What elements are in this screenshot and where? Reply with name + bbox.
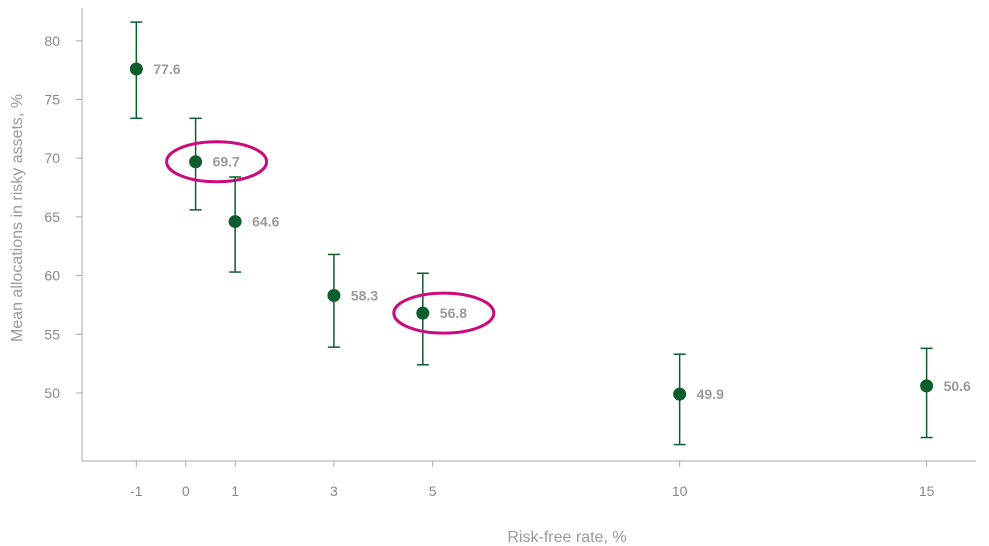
y-tick-label: 60 xyxy=(44,268,60,284)
data-point xyxy=(228,215,242,229)
y-axis: 50 55 60 65 70 75 80 xyxy=(44,8,83,461)
x-tick-label: 5 xyxy=(429,483,437,499)
x-tick-label: 1 xyxy=(231,483,239,499)
data-point xyxy=(129,62,143,76)
y-tick-group: 50 55 60 65 70 75 80 xyxy=(44,33,82,401)
highlight-ellipse xyxy=(165,140,269,184)
y-tick-label: 55 xyxy=(44,326,60,342)
y-tick-label: 70 xyxy=(44,150,60,166)
highlight-ellipse xyxy=(392,291,496,335)
y-tick-label: 50 xyxy=(44,385,60,401)
x-axis-title: Risk-free rate, % xyxy=(507,529,626,546)
y-tick-label: 65 xyxy=(44,209,60,225)
data-label: 69.7 xyxy=(213,154,240,170)
data-points: 77.6 69.7 64.6 58.3 56.8 49.9 50.6 xyxy=(129,21,971,446)
data-label: 50.6 xyxy=(944,378,971,394)
data-label: 49.9 xyxy=(697,386,724,402)
data-point xyxy=(673,387,687,401)
x-tick-label: 10 xyxy=(672,483,688,499)
y-axis-title: Mean allocations in risky assets, % xyxy=(9,94,26,342)
data-label: 64.6 xyxy=(252,214,279,230)
x-tick-group: -1 0 1 3 5 10 15 xyxy=(130,461,935,499)
data-point xyxy=(920,379,934,393)
x-tick-label: 15 xyxy=(919,483,935,499)
x-tick-label: 3 xyxy=(330,483,338,499)
data-label: 56.8 xyxy=(440,305,467,321)
y-tick-label: 75 xyxy=(44,92,60,108)
data-label: 77.6 xyxy=(153,61,180,77)
data-label: 58.3 xyxy=(351,288,378,304)
data-point xyxy=(416,306,430,320)
data-point xyxy=(189,155,203,169)
y-tick-label: 80 xyxy=(44,33,60,49)
x-axis: -1 0 1 3 5 10 15 xyxy=(82,460,976,499)
x-tick-label: 0 xyxy=(182,483,190,499)
data-point xyxy=(327,289,341,303)
x-tick-label: -1 xyxy=(130,483,143,499)
